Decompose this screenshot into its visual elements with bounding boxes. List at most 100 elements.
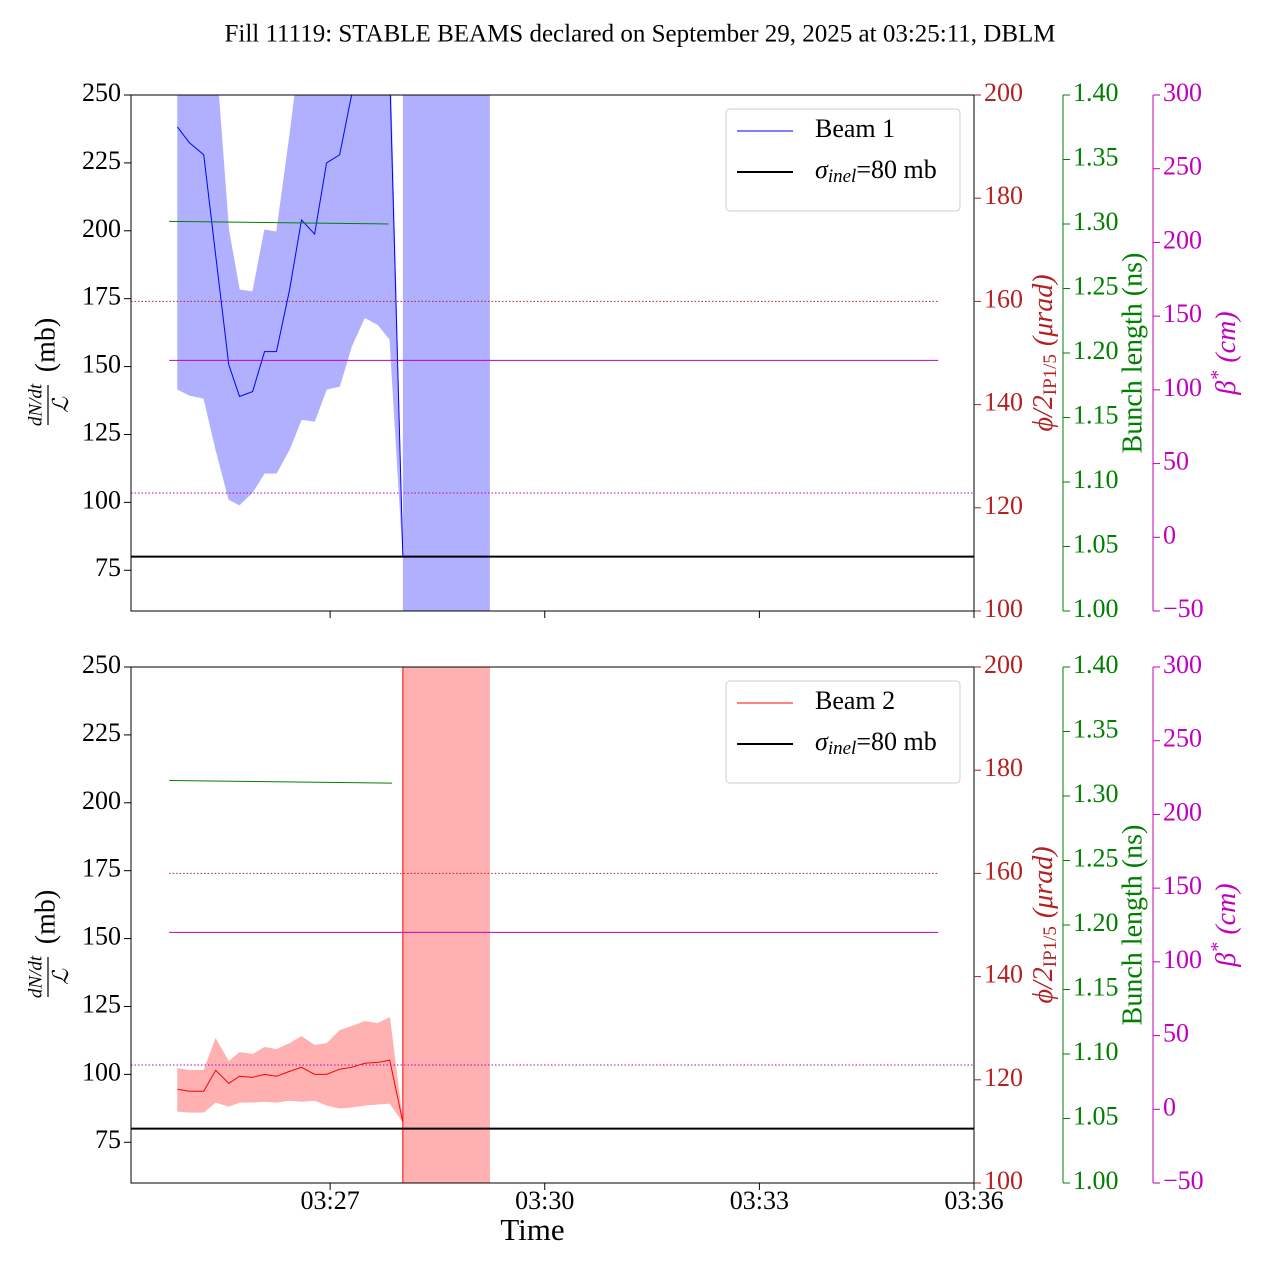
y-tick-label: 100 [984, 1166, 1023, 1195]
label-denominator: ℒ [48, 396, 73, 413]
y-tick-label: 250 [1163, 152, 1202, 181]
label-unit: (μrad) [1028, 846, 1059, 918]
label-symbol: ϕ/2 [1028, 967, 1059, 1003]
y-tick-label: 100 [984, 594, 1023, 623]
label-unit: (mb) [30, 318, 61, 372]
y-tick-label: 100 [82, 1057, 121, 1086]
label-subscript: inel [828, 166, 857, 187]
y-tick-label: 250 [82, 78, 121, 107]
y-tick-label: 175 [82, 282, 121, 311]
label-symbol: β [1211, 953, 1242, 968]
label-subscript: IP1/5 [1040, 926, 1061, 967]
legend-label: σinel=80 mb [815, 727, 937, 759]
label-numerator: dN/dt [25, 383, 46, 426]
series-line [177, 95, 404, 557]
y-tick-label: 120 [984, 1063, 1023, 1092]
y-tick-label: 1.35 [1073, 714, 1119, 743]
y-tick-label: 100 [1163, 945, 1202, 974]
y-tick-label: 100 [82, 485, 121, 514]
y-tick-label: 1.00 [1073, 594, 1119, 623]
shaded-span [402, 667, 490, 1183]
y-tick-label: 1.20 [1073, 908, 1119, 937]
y-tick-label: 140 [984, 388, 1023, 417]
y-tick-label: 1.20 [1073, 336, 1119, 365]
y-tick-label: 1.25 [1073, 271, 1119, 300]
y-tick-label: 1.25 [1073, 843, 1119, 872]
plot-area [131, 95, 974, 611]
y-tick-label: 225 [82, 146, 121, 175]
label-unit: (cm) [1211, 311, 1242, 362]
y-tick-label: 150 [82, 350, 121, 379]
legend-label: σinel=80 mb [815, 155, 937, 187]
y-tick-label: 200 [82, 786, 121, 815]
label-superscript: * [1207, 943, 1229, 953]
label-unit: (cm) [1211, 883, 1242, 934]
y3-axis-label: Bunch length (ns) [1117, 825, 1148, 1026]
legend-box [725, 108, 961, 212]
y-tick-label: 225 [82, 718, 121, 747]
legend-label: Beam 1 [815, 114, 895, 143]
y-tick-label: 50 [1163, 447, 1189, 476]
x-tick-label: 03:36 [944, 1186, 1003, 1215]
y-tick-label: 75 [95, 1125, 121, 1154]
label-subscript: inel [828, 738, 857, 759]
y-tick-label: 200 [1163, 797, 1202, 826]
label-symbol: σ [815, 727, 829, 756]
y-tick-label: 1.30 [1073, 207, 1119, 236]
series-line [169, 780, 393, 784]
y-tick-label: 150 [1163, 871, 1202, 900]
y-tick-label: 75 [95, 553, 121, 582]
y-tick-label: 1.15 [1073, 972, 1119, 1001]
y-tick-label: 0 [1163, 1092, 1176, 1121]
label-rest: =80 mb [856, 155, 936, 184]
y-tick-label: 100 [1163, 373, 1202, 402]
label-denominator: ℒ [48, 968, 73, 985]
y2-axis-label: ϕ/2IP1/5 (μrad) [1028, 274, 1061, 431]
legend-label: Beam 2 [815, 686, 895, 715]
y-tick-label: −50 [1163, 1166, 1204, 1195]
label-superscript: * [1207, 371, 1229, 381]
y-tick-label: 300 [1163, 650, 1202, 679]
label-symbol: σ [815, 155, 829, 184]
legend-box [725, 680, 961, 784]
y-tick-label: 250 [1163, 724, 1202, 753]
y4-axis-label: β* (cm) [1207, 883, 1243, 967]
y-tick-label: 1.15 [1073, 400, 1119, 429]
y3-axis-label: Bunch length (ns) [1117, 253, 1148, 454]
y-tick-label: 175 [82, 854, 121, 883]
uncertainty-band [177, 1016, 404, 1123]
y-tick-label: 200 [984, 650, 1023, 679]
label-unit: (mb) [30, 890, 61, 944]
y-tick-label: 160 [984, 856, 1023, 885]
y-tick-label: 160 [984, 284, 1023, 313]
y-tick-label: 180 [984, 181, 1023, 210]
y-tick-label: −50 [1163, 594, 1204, 623]
y-tick-label: 300 [1163, 78, 1202, 107]
label-symbol: β [1211, 381, 1242, 396]
y-tick-label: 140 [984, 960, 1023, 989]
y-tick-label: 120 [984, 491, 1023, 520]
y2-axis-label: ϕ/2IP1/5 (μrad) [1028, 846, 1061, 1003]
shaded-span [402, 95, 490, 611]
figure-title: Fill 11119: STABLE BEAMS declared on Sep… [224, 21, 1055, 48]
y-tick-label: 200 [82, 214, 121, 243]
axes-frame [130, 666, 975, 1184]
x-tick-label: 03:27 [301, 1186, 360, 1215]
uncertainty-band [177, 95, 404, 557]
y-tick-label: 125 [82, 989, 121, 1018]
y-tick-label: 180 [984, 753, 1023, 782]
y-tick-label: 1.00 [1073, 1166, 1119, 1195]
label-symbol: ϕ/2 [1028, 395, 1059, 431]
y-tick-label: 250 [82, 650, 121, 679]
label-numerator: dN/dt [25, 955, 46, 998]
y-axis-label: dN/dt ℒ (mb) [25, 890, 73, 998]
y-tick-label: 200 [984, 78, 1023, 107]
series-line [169, 220, 389, 225]
y-tick-label: 0 [1163, 520, 1176, 549]
y-tick-label: 125 [82, 417, 121, 446]
x-axis-label: Time [500, 1212, 564, 1247]
x-tick-label: 03:33 [730, 1186, 789, 1215]
y-tick-label: 1.30 [1073, 779, 1119, 808]
y-tick-label: 50 [1163, 1019, 1189, 1048]
